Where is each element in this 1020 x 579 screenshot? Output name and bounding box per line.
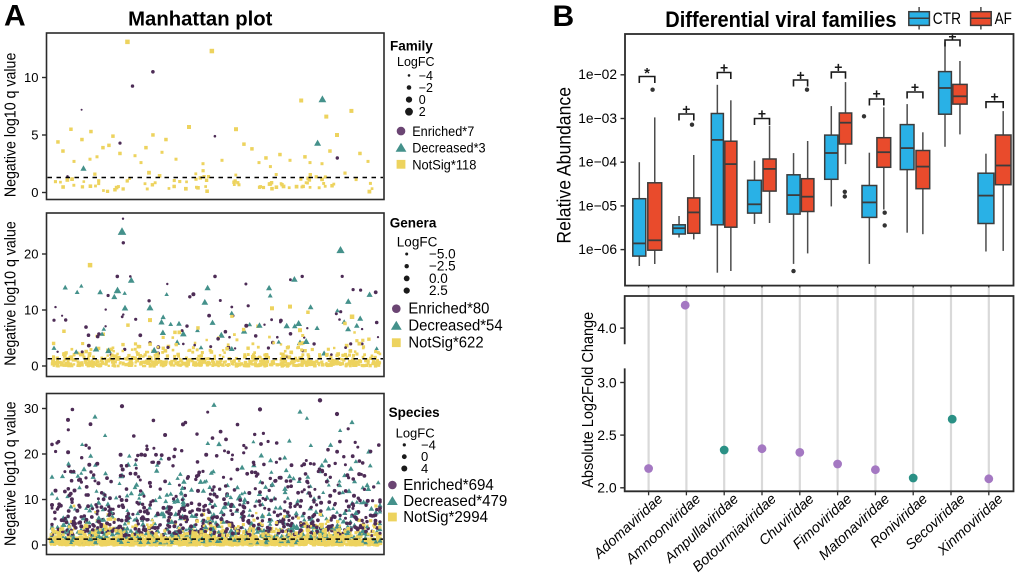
svg-text:Manhattan plot: Manhattan plot (128, 8, 272, 31)
svg-text:LogFC: LogFC (397, 55, 435, 69)
svg-text:4: 4 (421, 461, 428, 476)
svg-text:Enriched*694: Enriched*694 (403, 477, 494, 494)
svg-text:+: + (682, 101, 690, 117)
svg-text:−4: −4 (419, 69, 433, 83)
svg-text:+: + (911, 79, 919, 95)
svg-text:Negative log10 q value: Negative log10 q value (3, 221, 20, 366)
svg-text:0: 0 (31, 359, 38, 374)
svg-text:+: + (720, 60, 728, 76)
svg-text:*: * (644, 65, 650, 82)
svg-text:Species: Species (389, 405, 440, 420)
svg-text:CTR: CTR (933, 9, 961, 28)
svg-text:5: 5 (31, 128, 38, 143)
svg-text:NotSig*2994: NotSig*2994 (403, 509, 488, 526)
svg-text:Relative Abundance: Relative Abundance (554, 87, 576, 244)
svg-text:2.5: 2.5 (597, 427, 617, 443)
svg-text:Enriched*7: Enriched*7 (412, 123, 474, 139)
svg-text:1e−02: 1e−02 (578, 67, 617, 82)
svg-text:Family: Family (390, 39, 433, 54)
svg-text:10: 10 (24, 492, 38, 507)
svg-text:0: 0 (31, 185, 38, 200)
svg-text:+: + (758, 106, 766, 122)
svg-text:+: + (990, 89, 998, 105)
svg-text:Decreased*3: Decreased*3 (412, 140, 486, 156)
svg-text:NotSig*118: NotSig*118 (412, 156, 476, 172)
svg-text:LogFC: LogFC (397, 235, 438, 250)
svg-text:Decreased*54: Decreased*54 (408, 318, 503, 335)
svg-text:20: 20 (24, 447, 38, 462)
svg-text:LogFC: LogFC (396, 426, 435, 441)
svg-text:30: 30 (24, 401, 38, 416)
svg-text:Genera: Genera (390, 216, 437, 231)
svg-text:20: 20 (24, 247, 38, 262)
svg-text:1e−05: 1e−05 (578, 198, 617, 213)
svg-text:B: B (553, 0, 575, 33)
svg-text:2.0: 2.0 (597, 480, 617, 496)
svg-text:AF: AF (995, 9, 1012, 28)
svg-text:1e−06: 1e−06 (578, 242, 617, 257)
svg-text:10: 10 (24, 70, 38, 85)
svg-text:1e−04: 1e−04 (578, 155, 617, 170)
svg-text:Negative log10 q value: Negative log10 q value (3, 53, 20, 198)
svg-text:Absolute Log2Fold Change: Absolute Log2Fold Change (580, 312, 597, 488)
svg-text:NotSig*622: NotSig*622 (408, 335, 483, 352)
svg-text:Differential viral families: Differential viral families (665, 7, 896, 32)
svg-text:4.0: 4.0 (597, 320, 617, 336)
svg-text:−2.5: −2.5 (429, 259, 456, 274)
svg-text:2.5: 2.5 (429, 283, 448, 298)
svg-text:0: 0 (419, 93, 426, 107)
svg-text:+: + (834, 59, 842, 75)
svg-text:0.0: 0.0 (429, 271, 448, 286)
svg-text:Enriched*80: Enriched*80 (408, 301, 489, 318)
svg-text:−2: −2 (419, 81, 433, 95)
svg-text:−4: −4 (421, 437, 436, 452)
svg-text:A: A (4, 0, 26, 33)
svg-text:2: 2 (419, 105, 426, 119)
svg-text:0: 0 (421, 449, 428, 464)
svg-text:10: 10 (24, 303, 38, 318)
svg-text:0: 0 (31, 538, 38, 553)
svg-text:3.0: 3.0 (597, 374, 617, 390)
svg-text:−5.0: −5.0 (429, 247, 456, 262)
svg-text:Decreased*479: Decreased*479 (403, 493, 507, 510)
svg-text:+: + (948, 28, 956, 44)
svg-text:+: + (797, 67, 805, 83)
svg-text:Negative log10 q value: Negative log10 q value (3, 401, 20, 546)
svg-text:+: + (872, 86, 880, 102)
svg-text:1e−03: 1e−03 (578, 111, 617, 126)
